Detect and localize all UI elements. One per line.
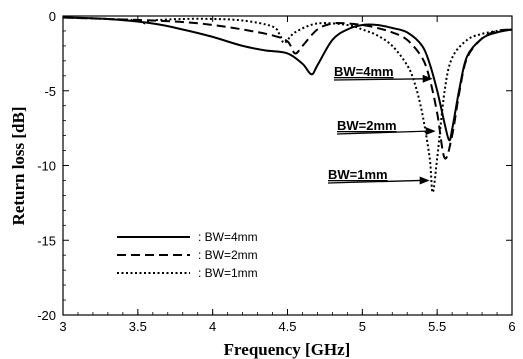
- annotation-arrow-head: [419, 176, 430, 185]
- x-tick-label: 5: [359, 319, 366, 334]
- y-tick-label: -15: [37, 233, 56, 248]
- y-axis-title: Return loss [dB]: [9, 106, 28, 225]
- series-line-3: [62, 16, 513, 194]
- annotation-label: BW=4mm: [334, 64, 394, 79]
- legend-label: : BW=2mm: [198, 248, 258, 262]
- y-tick-label: -10: [37, 159, 56, 174]
- ticks-layer: 3 3.5 4 4.5 5 5.5 6 0 -5 -10 -15 -20: [37, 9, 515, 334]
- series-layer: [62, 16, 513, 194]
- legend: : BW=4mm : BW=2mm : BW=1mm: [117, 230, 258, 280]
- annotation-label: BW=1mm: [328, 167, 388, 182]
- x-axis-title: Frequency [GHz]: [224, 340, 351, 359]
- annotation-arrow-head: [425, 127, 436, 136]
- x-tick-label: 5.5: [428, 319, 446, 334]
- y-tick-label: -5: [44, 84, 56, 99]
- annotation-arrow-line: [333, 78, 425, 81]
- annotation-arrow-line: [336, 130, 428, 135]
- legend-label: : BW=4mm: [198, 230, 258, 244]
- x-tick-label: 4.5: [278, 319, 296, 334]
- x-tick-label: 3.5: [129, 319, 147, 334]
- x-tick-label: 4: [209, 319, 216, 334]
- annotation-arrow-line: [327, 179, 422, 184]
- annotation-arrow-head: [422, 74, 433, 83]
- x-tick-label: 6: [508, 319, 515, 334]
- annotations: BW=4mm BW=2mm BW=1mm: [327, 64, 436, 185]
- legend-label: : BW=1mm: [198, 266, 258, 280]
- y-tick-label: 0: [49, 9, 56, 24]
- y-tick-label: -20: [37, 308, 56, 323]
- annotation-label: BW=2mm: [337, 118, 397, 133]
- series-line-1: [62, 16, 513, 142]
- series-line-2: [62, 16, 513, 160]
- plot-area-frame: [62, 15, 513, 316]
- x-tick-label: 3: [59, 319, 66, 334]
